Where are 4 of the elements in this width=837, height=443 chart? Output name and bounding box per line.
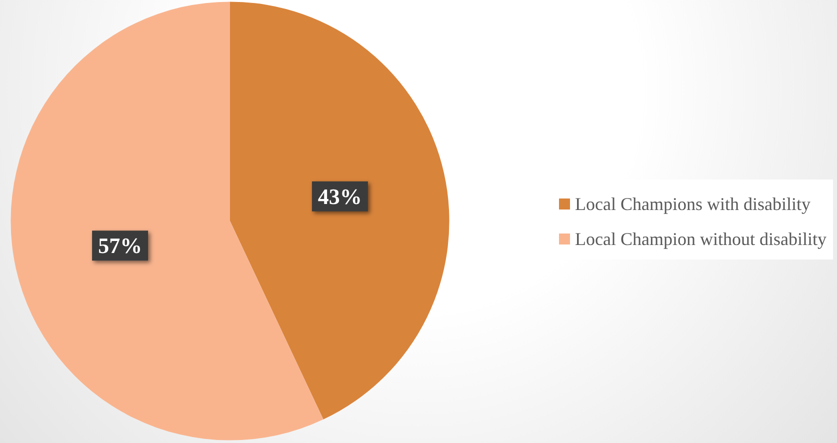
legend-label: Local Champions with disability <box>575 194 810 214</box>
data-label: 43% <box>318 184 362 209</box>
data-label: 57% <box>98 233 142 258</box>
legend-label: Local Champion without disability <box>575 229 826 249</box>
